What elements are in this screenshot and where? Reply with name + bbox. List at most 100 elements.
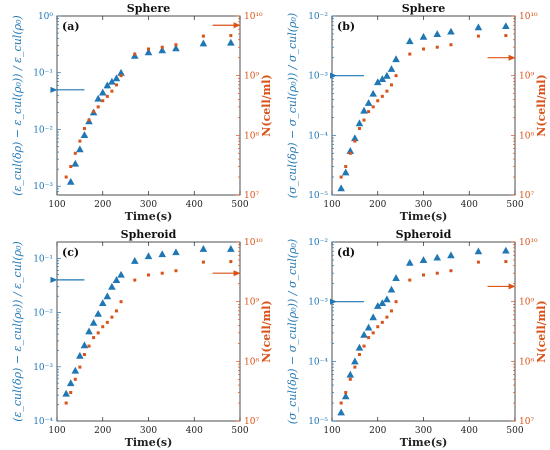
left-axis-label: (ε_cul(δρ) − ε_cul(ρ₀)) / ε_cul(ρ₀)	[11, 241, 24, 422]
left-tick-label: 10⁻²	[308, 238, 328, 248]
dot-point	[229, 260, 233, 264]
triangle-point	[108, 282, 116, 290]
dot-point	[147, 47, 150, 51]
dot-point	[367, 336, 371, 340]
x-axis-label: Time(s)	[400, 210, 448, 223]
triangle-point	[89, 318, 98, 326]
dot-point	[105, 94, 109, 98]
left-tick-label: 10⁻³	[308, 298, 328, 308]
dot-series	[64, 34, 233, 179]
left-tick-label: 10⁻⁴	[308, 357, 328, 367]
triangle-point	[103, 81, 112, 89]
triangle-point	[360, 330, 368, 338]
right-tick-label: 10⁸	[244, 131, 259, 141]
dot-point	[339, 401, 343, 405]
triangle-point	[158, 250, 167, 258]
triangle-point	[346, 370, 355, 378]
triangle-point	[76, 351, 84, 359]
left-tick-label: 10⁰	[38, 12, 53, 22]
triangle-series	[337, 22, 510, 192]
dot-point	[389, 83, 393, 87]
triangle-point	[144, 48, 153, 56]
triangle-point	[360, 106, 368, 114]
triangle-point	[392, 55, 400, 63]
dot-point	[133, 52, 137, 56]
dot-point	[133, 278, 137, 282]
dot-point	[78, 365, 82, 369]
triangle-point	[433, 30, 442, 38]
right-tick-label: 10⁹	[244, 72, 259, 82]
left-tick-label: 10⁻²	[308, 12, 328, 22]
left-axis-label: (ε_cul(δρ) − ε_cul(ρ₀)) / ε_cul(ρ₀)	[11, 15, 24, 196]
triangle-point	[337, 408, 345, 416]
right-tick-label: 10⁸	[244, 357, 259, 367]
triangle-point	[433, 253, 442, 261]
left-tick-label: 10⁻⁵	[308, 191, 328, 201]
dot-point	[69, 391, 73, 395]
chart-panel-3: 100 200 300 400 500 10⁻⁴ 10⁻³ 10⁻² 10⁻¹ 10⁷ 10⁸ 10⁹…	[11, 228, 273, 449]
dot-point	[389, 309, 393, 313]
dot-point	[101, 325, 105, 329]
dot-point	[385, 89, 389, 93]
dot-point	[82, 127, 86, 131]
chart-panel-4: 100 200 300 400 500 10⁻⁵ 10⁻⁴ 10⁻³ 10⁻² 10⁷ 10⁸ 10⁹…	[286, 228, 548, 449]
dot-point	[73, 151, 77, 155]
dot-point	[119, 74, 123, 78]
x-tick-label: 500	[506, 426, 523, 436]
dot-point	[105, 320, 109, 324]
triangle-point	[341, 392, 350, 400]
dot-point	[380, 94, 384, 98]
dot-point	[69, 165, 73, 169]
dot-point	[64, 175, 68, 179]
dot-point	[394, 300, 398, 304]
triangle-point	[227, 244, 235, 252]
triangle-point	[130, 257, 139, 264]
panel-title: Spheroid	[121, 228, 177, 241]
left-tick-label: 10⁻²	[33, 309, 53, 319]
triangle-point	[447, 27, 455, 35]
triangle-point	[502, 22, 510, 30]
dot-point	[87, 344, 91, 348]
panel-title: Spheroid	[396, 228, 452, 241]
x-tick-label: 200	[94, 200, 111, 210]
triangle-point	[172, 44, 180, 52]
triangle-point	[369, 313, 377, 321]
triangle-point	[364, 323, 373, 331]
triangle-point	[144, 252, 153, 260]
triangle-point	[355, 343, 364, 351]
triangle-point	[80, 131, 89, 139]
x-tick-label: 500	[506, 200, 523, 210]
x-tick-label: 300	[415, 200, 432, 210]
triangle-point	[80, 341, 89, 349]
triangle-point	[227, 38, 235, 46]
dot-point	[147, 273, 150, 277]
triangle-point	[373, 78, 382, 86]
triangle-point	[337, 184, 345, 192]
x-axis-label: Time(s)	[400, 436, 448, 449]
dot-point	[371, 331, 375, 335]
triangle-point	[158, 46, 167, 54]
x-tick-label: 400	[461, 200, 478, 210]
right-tick-label: 10⁹	[519, 298, 534, 308]
x-tick-label: 100	[48, 426, 65, 436]
dot-point	[348, 151, 352, 155]
dot-point	[92, 336, 96, 340]
x-axis-label: Time(s)	[125, 210, 173, 223]
triangle-point	[112, 74, 121, 82]
triangle-point	[94, 94, 102, 102]
triangle-point	[103, 292, 112, 300]
dot-point	[344, 391, 348, 395]
dot-point	[504, 34, 508, 38]
x-tick-label: 200	[369, 200, 386, 210]
plot-frame	[56, 241, 241, 422]
dot-point	[174, 43, 178, 47]
x-tick-label: 300	[140, 200, 157, 210]
right-tick-label: 10¹⁰	[519, 12, 538, 22]
x-axis-label: Time(s)	[125, 436, 173, 449]
panel-label: (c)	[62, 246, 79, 259]
panel-label: (d)	[337, 246, 355, 259]
plot-frame	[331, 15, 516, 196]
left-tick-label: 10⁻³	[33, 363, 53, 373]
x-tick-label: 100	[323, 426, 340, 436]
